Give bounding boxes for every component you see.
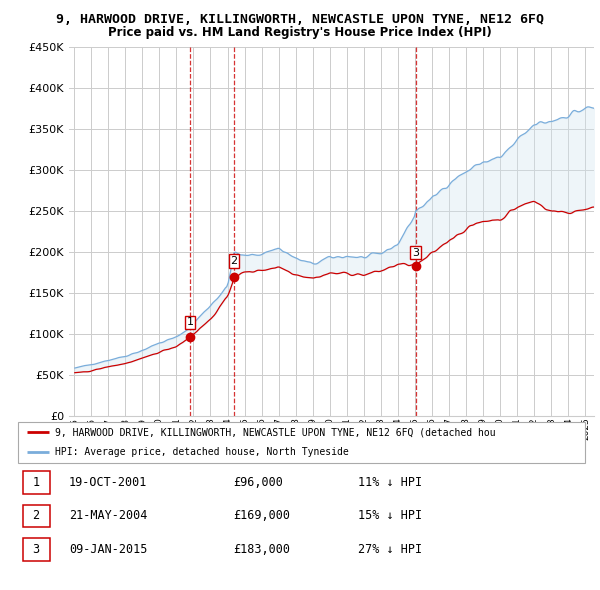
Text: 2: 2 [32, 509, 40, 523]
Text: HPI: Average price, detached house, North Tyneside: HPI: Average price, detached house, Nort… [55, 447, 349, 457]
Text: Price paid vs. HM Land Registry's House Price Index (HPI): Price paid vs. HM Land Registry's House … [108, 26, 492, 39]
Text: £183,000: £183,000 [233, 543, 290, 556]
Text: 9, HARWOOD DRIVE, KILLINGWORTH, NEWCASTLE UPON TYNE, NE12 6FQ: 9, HARWOOD DRIVE, KILLINGWORTH, NEWCASTL… [56, 13, 544, 26]
Text: 2: 2 [230, 256, 238, 266]
FancyBboxPatch shape [23, 504, 50, 527]
Text: 1: 1 [32, 476, 40, 489]
Text: 9, HARWOOD DRIVE, KILLINGWORTH, NEWCASTLE UPON TYNE, NE12 6FQ (detached hou: 9, HARWOOD DRIVE, KILLINGWORTH, NEWCASTL… [55, 427, 496, 437]
Text: 15% ↓ HPI: 15% ↓ HPI [358, 509, 422, 523]
Text: 21-MAY-2004: 21-MAY-2004 [69, 509, 148, 523]
Text: £96,000: £96,000 [233, 476, 283, 489]
FancyBboxPatch shape [23, 538, 50, 561]
FancyBboxPatch shape [23, 471, 50, 494]
Text: 19-OCT-2001: 19-OCT-2001 [69, 476, 148, 489]
Text: 3: 3 [32, 543, 40, 556]
Text: 1: 1 [187, 317, 193, 327]
Text: 3: 3 [412, 248, 419, 258]
Text: 09-JAN-2015: 09-JAN-2015 [69, 543, 148, 556]
Text: £169,000: £169,000 [233, 509, 290, 523]
FancyBboxPatch shape [18, 422, 585, 463]
Text: 27% ↓ HPI: 27% ↓ HPI [358, 543, 422, 556]
Text: 11% ↓ HPI: 11% ↓ HPI [358, 476, 422, 489]
